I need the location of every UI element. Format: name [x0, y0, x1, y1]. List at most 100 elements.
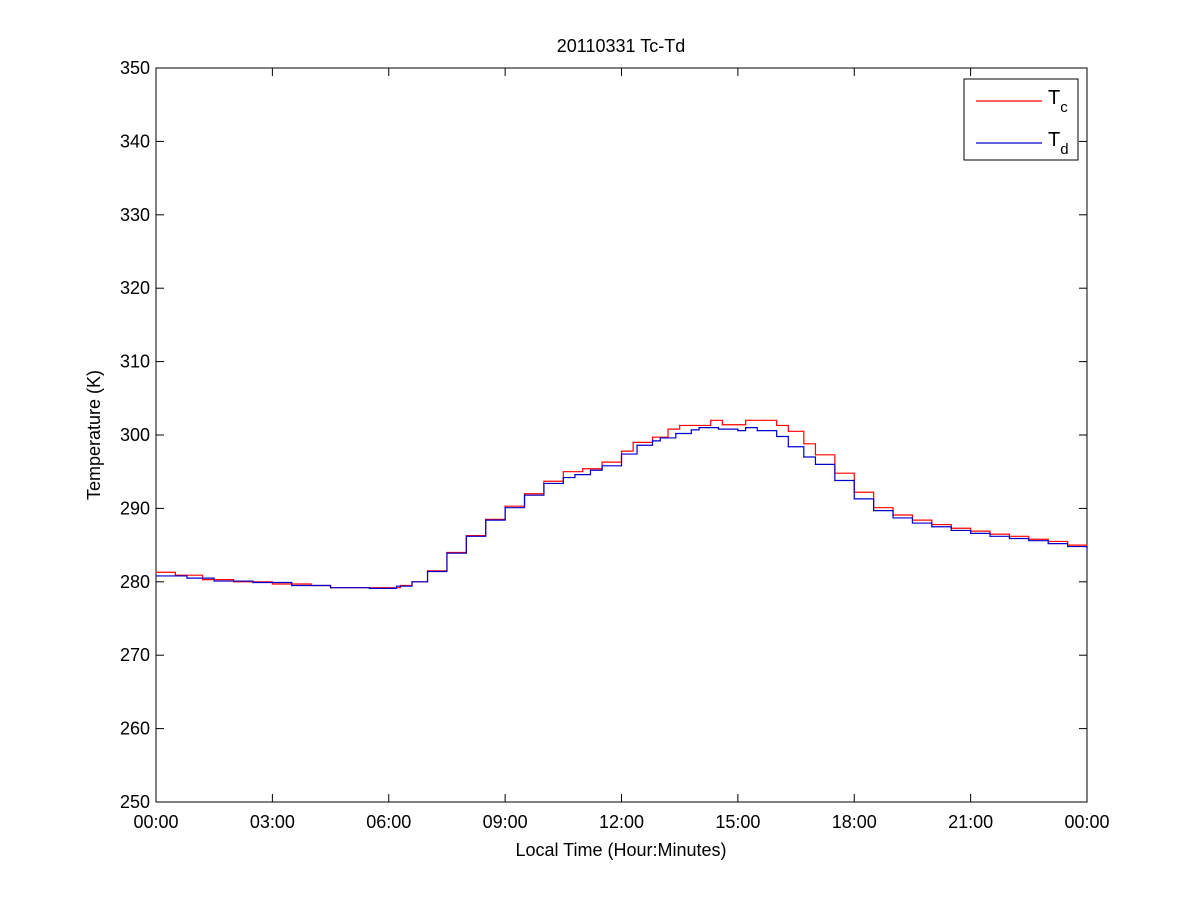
data-point-Td [1086, 549, 1088, 551]
data-point-Td [737, 430, 739, 432]
y-tick-label: 340 [120, 131, 150, 151]
data-point-Tc [721, 424, 723, 426]
data-point-Td [601, 465, 603, 467]
data-point-Td [388, 587, 390, 590]
data-point-Td [698, 427, 700, 429]
data-point-Td [543, 482, 545, 485]
x-axis-label: Local Time (Hour:Minutes) [515, 840, 726, 860]
data-point-Td [446, 552, 448, 554]
x-tick-label: 21:00 [948, 812, 993, 832]
data-point-Td [411, 581, 413, 583]
y-tick-label: 310 [120, 352, 150, 372]
data-point-Tc [155, 571, 157, 573]
data-point-Td [329, 587, 332, 589]
legend-label-Tc: Tc [1048, 87, 1068, 116]
legend-item-Tc: Tc [976, 87, 1068, 116]
data-point-Td [485, 519, 487, 521]
y-tick-label: 300 [120, 425, 150, 445]
data-point-Td [853, 498, 855, 500]
data-point-Td [814, 463, 817, 465]
data-point-Td [803, 456, 805, 458]
data-point-Tc [632, 441, 634, 443]
y-tick-label: 350 [120, 58, 150, 78]
data-point-Td [834, 479, 836, 482]
data-point-Td [1008, 537, 1011, 540]
data-point-Td [776, 435, 778, 438]
x-tick-label: 06:00 [366, 812, 411, 832]
chart-title: 20110331 Tc-Td [557, 36, 685, 56]
data-point-Tc [504, 505, 506, 507]
data-point-Tc [737, 424, 739, 426]
data-point-Td [717, 428, 720, 430]
data-point-Td [690, 429, 692, 431]
x-tick-label: 12:00 [599, 812, 644, 832]
data-point-Tc [814, 454, 817, 456]
axes-box [155, 67, 1088, 803]
data-point-Tc [698, 424, 700, 427]
data-point-Td [1047, 543, 1049, 545]
data-point-Tc [562, 471, 564, 473]
data-point-Td [950, 529, 952, 532]
data-point-Td [213, 580, 215, 582]
data-point-Td [636, 444, 638, 446]
data-point-Td [756, 430, 758, 432]
data-point-Tc [764, 419, 766, 421]
data-point-Td [970, 532, 972, 534]
data-point-Td [426, 570, 429, 573]
data-point-Tc [201, 579, 204, 581]
data-point-Tc [803, 443, 805, 445]
data-point-Tc [651, 436, 654, 438]
legend: Tc Td [963, 78, 1079, 161]
data-point-Td [368, 587, 370, 590]
data-point-Td [465, 535, 467, 537]
x-tick-label: 00:00 [1064, 812, 1109, 832]
data-point-Tc [543, 480, 545, 482]
data-point-Td [892, 517, 894, 519]
y-tick-label: 250 [120, 792, 150, 812]
data-point-Td [620, 453, 623, 455]
data-point-Tc [523, 493, 526, 495]
y-tick-label: 270 [120, 645, 150, 665]
data-point-Td [186, 577, 188, 579]
x-tick-label: 03:00 [250, 812, 295, 832]
data-point-Td [651, 440, 654, 442]
data-point-Tc [601, 461, 603, 463]
y-tick-label: 330 [120, 205, 150, 225]
data-point-Tc [679, 424, 681, 427]
data-point-Tc [710, 419, 712, 421]
legend-item-Td: Td [976, 129, 1069, 158]
legend-box [963, 78, 1079, 161]
data-point-Td [155, 575, 157, 577]
data-point-Td [989, 535, 991, 537]
data-point-Tc [271, 583, 273, 585]
y-tick-label: 320 [120, 278, 150, 298]
data-point-Td [589, 469, 592, 471]
data-point-Td [873, 510, 875, 512]
plot-area [155, 67, 1088, 803]
x-tick-label: 00:00 [133, 812, 178, 832]
data-point-Td [745, 427, 747, 429]
series-layer [155, 419, 1088, 590]
data-point-Td [659, 437, 661, 439]
data-point-Tc [582, 468, 584, 470]
x-tick-label: 18:00 [832, 812, 877, 832]
y-tick-label: 260 [120, 719, 150, 739]
data-point-Td [562, 476, 564, 479]
data-point-Td [574, 474, 576, 476]
y-tick-label: 280 [120, 572, 150, 592]
data-point-Td [911, 522, 914, 524]
data-point-Td [1067, 545, 1069, 548]
data-point-Tc [620, 450, 623, 452]
data-point-Td [1028, 540, 1030, 542]
x-tick-label: 15:00 [715, 812, 760, 832]
data-point-Td [395, 585, 398, 587]
legend-label-Td: Td [1048, 129, 1069, 158]
data-point-Td [504, 507, 506, 509]
data-point-Tc [776, 424, 778, 427]
data-point-Td [523, 494, 526, 496]
y-axis-label: Temperature (K) [84, 370, 104, 500]
series-line-Td [156, 427, 1088, 590]
data-point-Tc [745, 419, 747, 421]
data-point-Td [787, 446, 789, 448]
